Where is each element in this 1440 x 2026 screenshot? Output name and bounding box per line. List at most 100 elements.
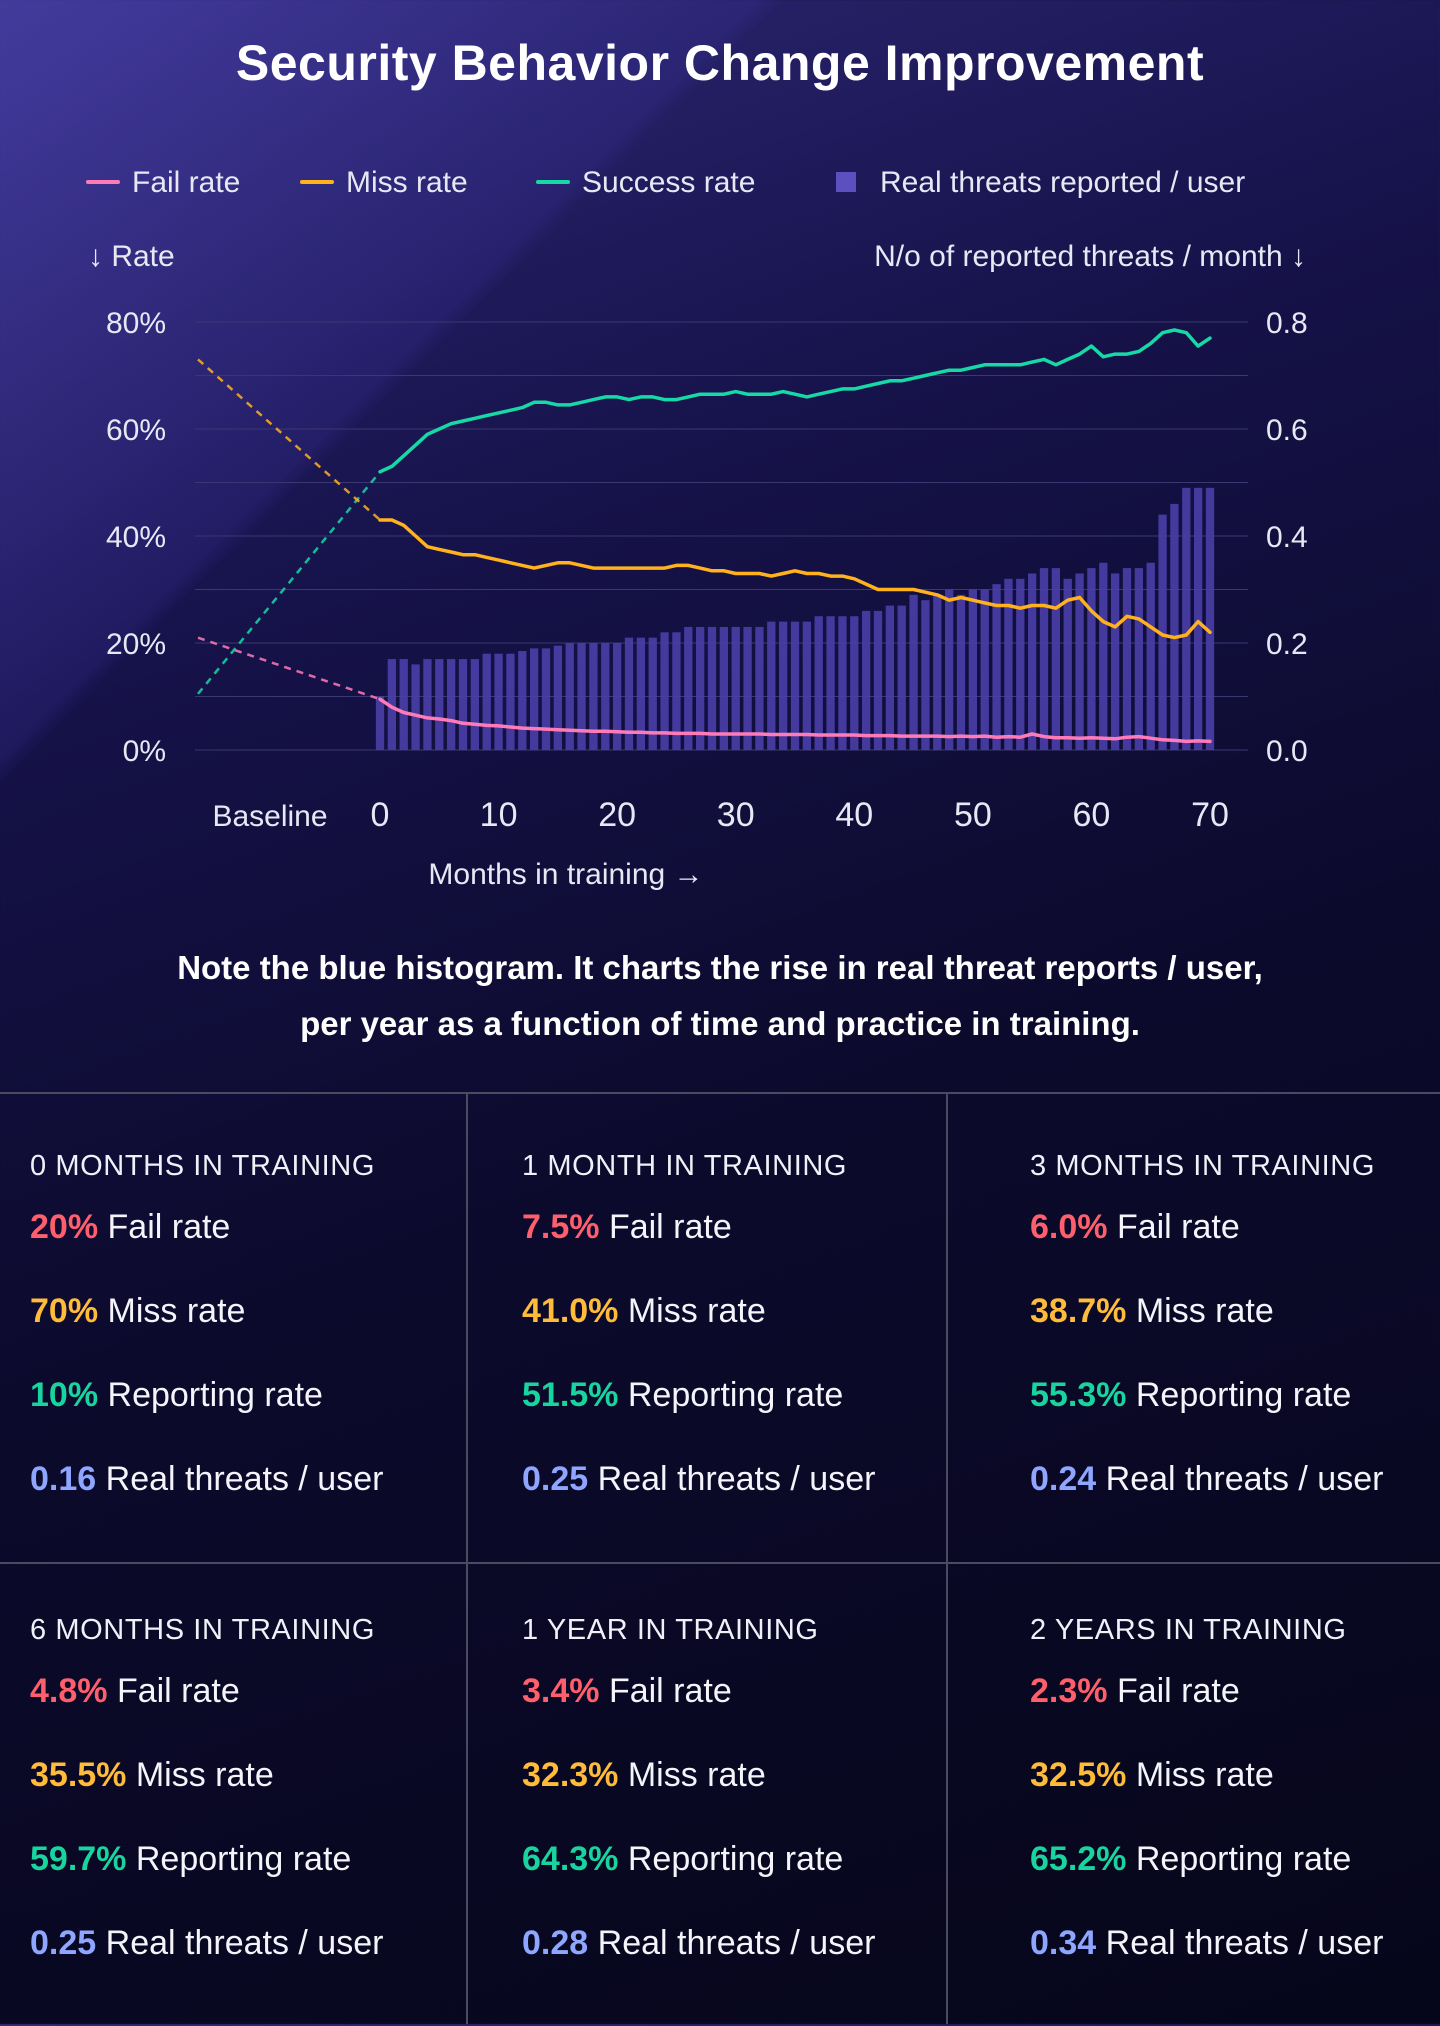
threat-bar: [767, 621, 776, 750]
miss-rate-stat: 70% Miss rate: [30, 1292, 246, 1330]
miss-rate-stat: 32.3% Miss rate: [522, 1756, 766, 1794]
y-left-axis-label: ↓ Rate: [88, 240, 175, 273]
x-tick-label: 50: [954, 796, 992, 834]
fail-rate-stat: 20% Fail rate: [30, 1208, 231, 1246]
threat-bar: [423, 659, 432, 750]
reporting-rate-stat: 55.3% Reporting rate: [1030, 1376, 1352, 1414]
real-threats-stat: 0.24 Real threats / user: [1030, 1460, 1384, 1498]
threat-bar: [944, 589, 954, 750]
threat-bar: [731, 626, 740, 750]
x-tick-label: 40: [835, 796, 873, 834]
x-tick-label-baseline: Baseline: [212, 800, 327, 833]
threat-bar: [992, 584, 1001, 750]
threat-bar: [909, 594, 918, 750]
threat-bar: [1122, 568, 1132, 750]
threat-bar: [1193, 487, 1203, 750]
threat-bar: [612, 643, 622, 750]
threat-bar: [482, 653, 491, 750]
threat-bar: [1051, 568, 1061, 750]
success-baseline-dash: [197, 471, 381, 695]
x-tick-label: 0: [371, 796, 390, 834]
stat-card-0-months: 0 MONTHS IN TRAINING 20% Fail rate 70% M…: [0, 1094, 468, 1564]
reporting-rate-stat: 64.3% Reporting rate: [522, 1840, 844, 1878]
x-tick-label: 30: [717, 796, 755, 834]
stat-card-title: 1 MONTH IN TRAINING: [522, 1150, 848, 1182]
miss-rate-line: [378, 518, 1212, 640]
miss-rate-stat: 41.0% Miss rate: [522, 1292, 766, 1330]
stats-grid: 0 MONTHS IN TRAINING 20% Fail rate 70% M…: [0, 1092, 1440, 2026]
x-tick-label: 70: [1191, 796, 1229, 834]
threat-bar: [577, 643, 586, 750]
threat-bar: [1205, 487, 1215, 750]
threat-bar: [435, 659, 444, 750]
threat-bar: [1063, 578, 1072, 750]
threat-bar: [636, 637, 646, 750]
threat-bar: [601, 643, 610, 750]
note-line-2: per year as a function of time and pract…: [300, 1005, 1140, 1042]
stat-card-title: 6 MONTHS IN TRAINING: [30, 1614, 375, 1646]
y-left-tick-label: 20%: [106, 628, 166, 661]
y-left-tick-label: 60%: [106, 414, 166, 447]
threat-bar: [565, 643, 574, 750]
y-left-tick-label: 80%: [106, 307, 166, 340]
threat-bar: [814, 616, 823, 750]
x-tick-label: 60: [1073, 796, 1111, 834]
threat-bar: [553, 645, 563, 750]
threat-bar: [1027, 573, 1037, 750]
threat-bar: [375, 696, 385, 750]
threat-bar: [1099, 562, 1108, 750]
threat-bar: [921, 600, 930, 750]
real-threats-stat: 0.25 Real threats / user: [522, 1460, 876, 1498]
x-tick-label: 10: [480, 796, 518, 834]
threat-bar: [980, 589, 989, 750]
miss-baseline-dash: [197, 358, 381, 521]
chart: Fail rate Miss rate Success rate Real threa…: [86, 166, 1308, 891]
threat-bar: [624, 637, 634, 750]
threat-bar: [873, 610, 883, 750]
page-title: Security Behavior Change Improvement: [235, 35, 1205, 91]
threat-bar: [399, 659, 408, 750]
threat-bar: [695, 626, 705, 750]
fail-baseline-dash: [197, 636, 381, 701]
stat-card-1-year: 1 YEAR IN TRAINING 3.4% Fail rate 32.3% …: [468, 1564, 948, 2024]
threat-bar: [1110, 573, 1120, 750]
miss-rate-stat: 38.7% Miss rate: [1030, 1292, 1274, 1330]
threat-bar: [411, 664, 420, 750]
threat-bar: [933, 594, 942, 750]
threat-bar: [1087, 568, 1096, 750]
real-threats-stat: 0.25 Real threats / user: [30, 1924, 384, 1962]
legend-swatch-3: [836, 172, 856, 192]
stat-card-title: 1 YEAR IN TRAINING: [522, 1614, 819, 1646]
y-right-tick-label: 0.4: [1266, 521, 1308, 554]
threat-bar: [1158, 514, 1167, 750]
threat-bar: [672, 632, 681, 750]
success-rate-line: [378, 328, 1212, 474]
stat-card-1-month: 1 MONTH IN TRAINING 7.5% Fail rate 41.0%…: [468, 1094, 948, 1564]
threat-bar: [778, 621, 788, 750]
chart-note: Note the blue histogram. It charts the r…: [60, 940, 1380, 1052]
threat-bar: [897, 605, 906, 750]
threat-bar: [1039, 568, 1049, 750]
stat-card-title: 3 MONTHS IN TRAINING: [1030, 1150, 1375, 1182]
miss-rate-stat: 35.5% Miss rate: [30, 1756, 274, 1794]
y-right-tick-label: 0.6: [1266, 414, 1308, 447]
threat-bar: [518, 651, 527, 750]
legend-label-1: Miss rate: [346, 166, 468, 199]
stat-card-2-years: 2 YEARS IN TRAINING 2.3% Fail rate 32.5%…: [948, 1564, 1440, 2024]
y-right-tick-label: 0.8: [1266, 307, 1308, 340]
stat-card-title: 2 YEARS IN TRAINING: [1030, 1614, 1347, 1646]
threat-bar: [743, 626, 752, 750]
threat-bar: [838, 616, 847, 750]
y-left-tick-label: 0%: [123, 735, 166, 768]
threat-bar: [648, 637, 657, 750]
reporting-rate-stat: 59.7% Reporting rate: [30, 1840, 352, 1878]
legend-label-3: Real threats reported / user: [880, 166, 1245, 199]
fail-rate-stat: 4.8% Fail rate: [30, 1672, 240, 1710]
threat-bar: [956, 594, 966, 750]
threat-bar: [1146, 562, 1155, 750]
threat-bar: [589, 643, 598, 750]
threat-bar: [541, 648, 551, 750]
threat-bar: [719, 626, 729, 750]
threat-bar: [470, 659, 480, 750]
threat-bar: [968, 589, 978, 750]
